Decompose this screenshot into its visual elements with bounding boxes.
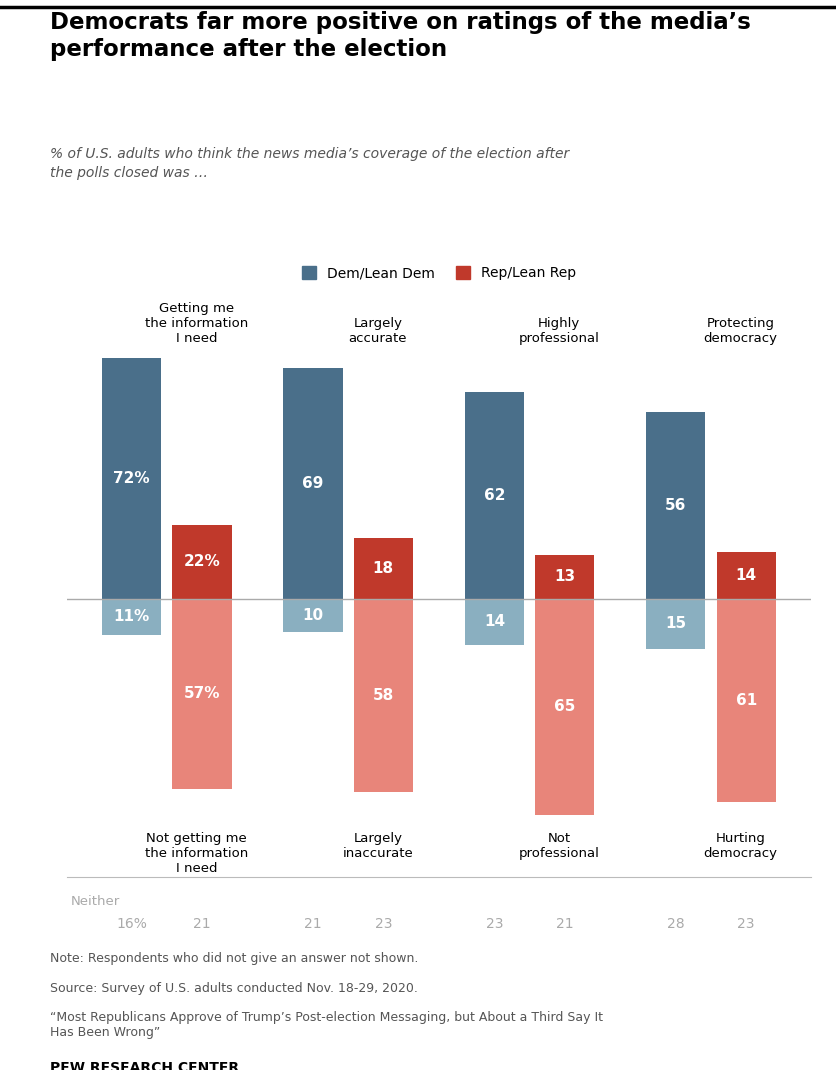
Bar bbox=[283, 368, 343, 598]
Bar bbox=[354, 538, 413, 598]
Text: 21: 21 bbox=[556, 917, 573, 931]
Text: 18: 18 bbox=[373, 561, 394, 576]
Text: Largely
accurate: Largely accurate bbox=[349, 317, 407, 345]
Text: 65: 65 bbox=[554, 700, 575, 715]
Bar bbox=[646, 412, 706, 598]
Bar bbox=[535, 598, 594, 815]
Text: 23: 23 bbox=[486, 917, 503, 931]
Text: 56: 56 bbox=[665, 498, 686, 513]
Text: % of U.S. adults who think the news media’s coverage of the election after
the p: % of U.S. adults who think the news medi… bbox=[50, 148, 569, 180]
Bar bbox=[465, 392, 524, 598]
Text: Democrats far more positive on ratings of the media’s
performance after the elec: Democrats far more positive on ratings o… bbox=[50, 11, 751, 61]
Text: 62: 62 bbox=[484, 488, 505, 503]
Text: Getting me
the information
I need: Getting me the information I need bbox=[145, 302, 248, 345]
Text: Largely
inaccurate: Largely inaccurate bbox=[343, 832, 413, 860]
Text: Source: Survey of U.S. adults conducted Nov. 18-29, 2020.: Source: Survey of U.S. adults conducted … bbox=[50, 982, 418, 995]
Text: Protecting
democracy: Protecting democracy bbox=[704, 317, 777, 345]
Bar bbox=[465, 598, 524, 645]
Text: 14: 14 bbox=[484, 614, 505, 629]
Text: 28: 28 bbox=[667, 917, 685, 931]
Text: 21: 21 bbox=[304, 917, 322, 931]
Text: 16%: 16% bbox=[116, 917, 147, 931]
Text: Neither: Neither bbox=[70, 895, 120, 907]
Text: 57%: 57% bbox=[184, 686, 220, 701]
Bar bbox=[716, 598, 776, 802]
Text: 10: 10 bbox=[303, 608, 324, 623]
Bar bbox=[716, 552, 776, 598]
Text: 22%: 22% bbox=[184, 554, 221, 569]
Text: 15: 15 bbox=[665, 616, 686, 631]
Text: 13: 13 bbox=[554, 569, 575, 584]
Text: PEW RESEARCH CENTER: PEW RESEARCH CENTER bbox=[50, 1060, 239, 1070]
Text: 23: 23 bbox=[737, 917, 755, 931]
Text: 23: 23 bbox=[375, 917, 392, 931]
Text: 11%: 11% bbox=[114, 609, 150, 625]
Text: 21: 21 bbox=[193, 917, 211, 931]
Text: 58: 58 bbox=[373, 688, 394, 703]
Bar bbox=[646, 598, 706, 648]
Text: 61: 61 bbox=[736, 692, 757, 707]
Legend: Dem/Lean Dem, Rep/Lean Rep: Dem/Lean Dem, Rep/Lean Rep bbox=[302, 266, 576, 280]
Bar bbox=[172, 525, 232, 598]
Bar bbox=[283, 598, 343, 632]
Text: 14: 14 bbox=[736, 568, 757, 583]
Text: Not
professional: Not professional bbox=[519, 832, 599, 860]
Bar bbox=[102, 358, 161, 598]
Text: Highly
professional: Highly professional bbox=[519, 317, 599, 345]
Bar bbox=[354, 598, 413, 792]
Text: 69: 69 bbox=[303, 476, 324, 491]
Bar bbox=[172, 598, 232, 789]
Bar bbox=[102, 598, 161, 636]
Text: “Most Republicans Approve of Trump’s Post-election Messaging, but About a Third : “Most Republicans Approve of Trump’s Pos… bbox=[50, 1011, 603, 1039]
Text: Not getting me
the information
I need: Not getting me the information I need bbox=[145, 832, 248, 875]
Bar bbox=[535, 555, 594, 598]
Text: 72%: 72% bbox=[114, 471, 150, 486]
Text: Note: Respondents who did not give an answer not shown.: Note: Respondents who did not give an an… bbox=[50, 952, 419, 965]
Text: Hurting
democracy: Hurting democracy bbox=[704, 832, 777, 860]
